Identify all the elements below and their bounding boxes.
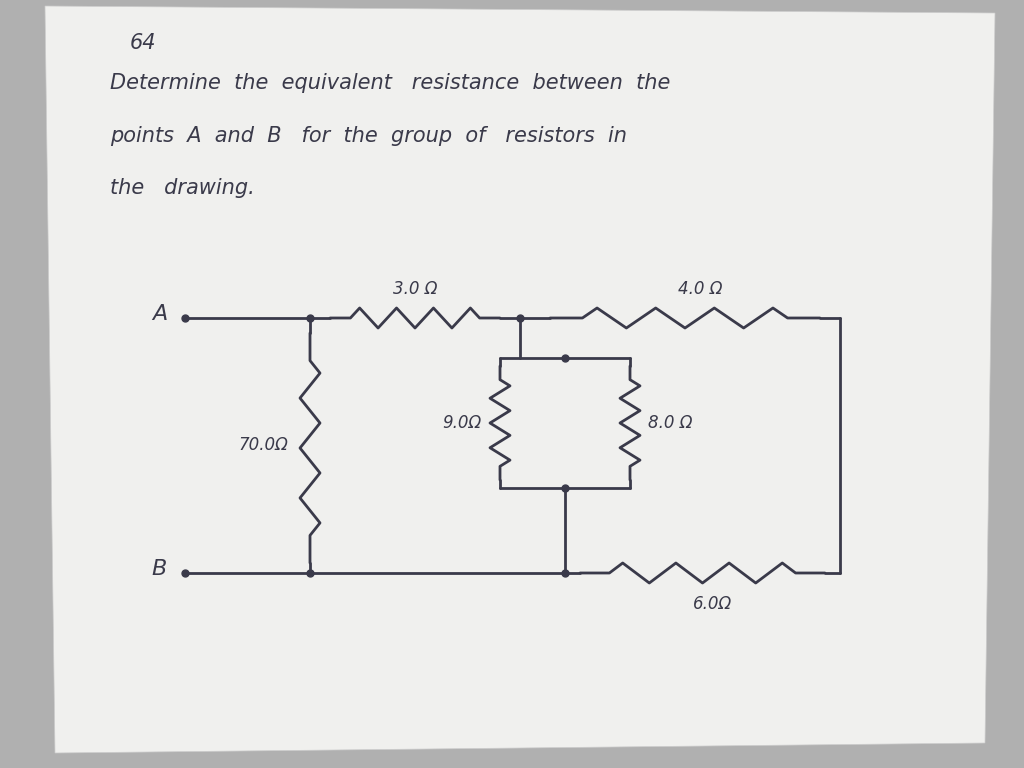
Text: B: B: [152, 559, 167, 579]
Text: 3.0 Ω: 3.0 Ω: [393, 280, 437, 298]
Polygon shape: [45, 6, 995, 753]
Text: A: A: [152, 304, 167, 324]
Text: 64: 64: [130, 33, 157, 53]
Text: 6.0Ω: 6.0Ω: [693, 595, 732, 613]
Text: 9.0Ω: 9.0Ω: [442, 414, 482, 432]
Text: points  A  and  B   for  the  group  of   resistors  in: points A and B for the group of resistor…: [110, 126, 627, 146]
Text: 70.0Ω: 70.0Ω: [239, 436, 288, 455]
Text: 8.0 Ω: 8.0 Ω: [648, 414, 692, 432]
Text: the   drawing.: the drawing.: [110, 178, 255, 198]
Text: 4.0 Ω: 4.0 Ω: [678, 280, 722, 298]
Text: Determine  the  equivalent   resistance  between  the: Determine the equivalent resistance betw…: [110, 73, 671, 93]
